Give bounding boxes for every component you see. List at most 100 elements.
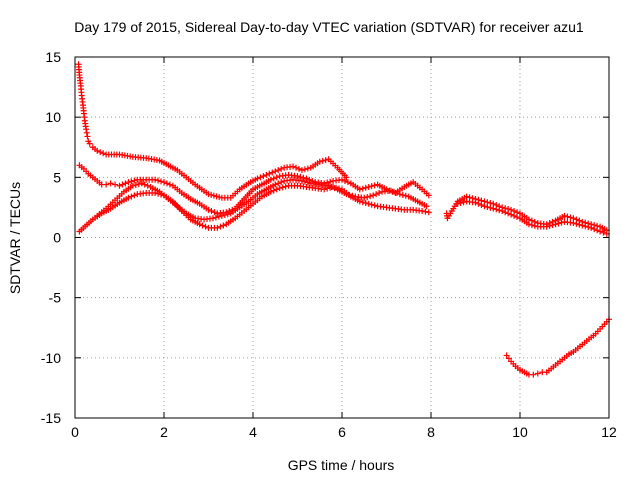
data-point xyxy=(511,212,518,219)
data-point xyxy=(158,178,165,185)
data-point xyxy=(100,150,107,157)
data-point xyxy=(591,226,598,233)
data-point xyxy=(585,224,592,231)
data-point xyxy=(508,211,515,218)
data-point xyxy=(597,228,604,235)
data-point xyxy=(346,191,353,198)
data-point xyxy=(293,164,300,171)
data-point xyxy=(282,183,289,190)
data-point xyxy=(573,220,580,227)
data-point xyxy=(128,178,135,185)
data-point xyxy=(570,220,577,227)
data-point xyxy=(196,221,203,228)
data-point xyxy=(116,182,123,189)
data-point xyxy=(373,191,380,198)
data-point xyxy=(396,191,403,198)
data-point xyxy=(530,371,537,378)
data-point xyxy=(131,192,138,199)
data-point xyxy=(273,174,280,181)
data-point xyxy=(387,187,394,194)
data-point xyxy=(303,175,310,182)
data-markers xyxy=(75,61,612,378)
data-point xyxy=(214,224,221,231)
data-point xyxy=(141,181,148,188)
data-point xyxy=(319,157,326,164)
data-point xyxy=(210,192,217,199)
y-tick-label: 10 xyxy=(45,109,61,125)
data-point xyxy=(122,180,129,187)
data-point xyxy=(205,191,212,198)
data-point xyxy=(362,200,369,207)
data-point xyxy=(368,183,375,190)
data-point xyxy=(131,177,138,184)
data-point xyxy=(152,176,159,183)
data-point xyxy=(205,206,212,213)
data-point xyxy=(546,222,553,229)
data-point xyxy=(297,173,304,180)
data-point xyxy=(215,213,222,220)
y-tick-label: 15 xyxy=(45,49,61,65)
data-point xyxy=(322,157,329,164)
data-point xyxy=(425,192,432,199)
data-point xyxy=(525,221,532,228)
data-point xyxy=(402,192,409,199)
x-tick-label: 2 xyxy=(160,424,168,440)
data-point xyxy=(393,189,400,196)
data-point xyxy=(460,199,467,206)
data-point xyxy=(493,206,500,213)
data-point xyxy=(327,178,334,185)
data-point xyxy=(567,214,574,221)
data-point xyxy=(254,175,261,182)
x-tick-label: 4 xyxy=(249,424,257,440)
data-point xyxy=(294,173,301,180)
data-point xyxy=(561,212,568,219)
data-point xyxy=(270,187,277,194)
data-point xyxy=(419,208,426,215)
x-tick-label: 8 xyxy=(427,424,435,440)
data-point xyxy=(343,191,350,198)
data-point xyxy=(365,200,372,207)
data-point xyxy=(83,129,90,136)
data-point xyxy=(505,355,512,362)
data-point xyxy=(328,183,335,190)
data-point xyxy=(478,202,485,209)
data-point xyxy=(558,219,565,226)
y-tick-label: -15 xyxy=(41,410,61,426)
data-point xyxy=(84,133,91,140)
data-point xyxy=(278,179,285,186)
data-point xyxy=(359,185,366,192)
data-point xyxy=(361,194,368,201)
grid-lines xyxy=(75,57,609,418)
data-point xyxy=(371,182,378,189)
data-point xyxy=(301,166,308,173)
data-point xyxy=(367,193,374,200)
data-point xyxy=(390,188,397,195)
data-point xyxy=(135,181,142,188)
data-point xyxy=(217,223,224,230)
data-point xyxy=(83,126,90,133)
data-point xyxy=(487,204,494,211)
data-point xyxy=(481,203,488,210)
data-point xyxy=(119,181,126,188)
data-point xyxy=(275,180,282,187)
data-point xyxy=(269,169,276,176)
data-point xyxy=(555,220,562,227)
data-point xyxy=(356,186,363,193)
series-track-d xyxy=(94,176,430,223)
data-point xyxy=(94,147,101,154)
data-point xyxy=(278,165,285,172)
data-point xyxy=(112,181,119,188)
data-point xyxy=(270,175,277,182)
data-point xyxy=(301,178,308,185)
data-point xyxy=(564,213,571,220)
data-point xyxy=(161,179,167,186)
y-tick-label: 0 xyxy=(53,230,61,246)
data-point xyxy=(263,171,270,178)
data-point xyxy=(343,174,350,181)
data-point xyxy=(496,207,503,214)
data-point xyxy=(275,167,282,174)
data-point xyxy=(260,173,267,180)
data-point xyxy=(300,174,307,181)
data-point xyxy=(588,224,595,231)
